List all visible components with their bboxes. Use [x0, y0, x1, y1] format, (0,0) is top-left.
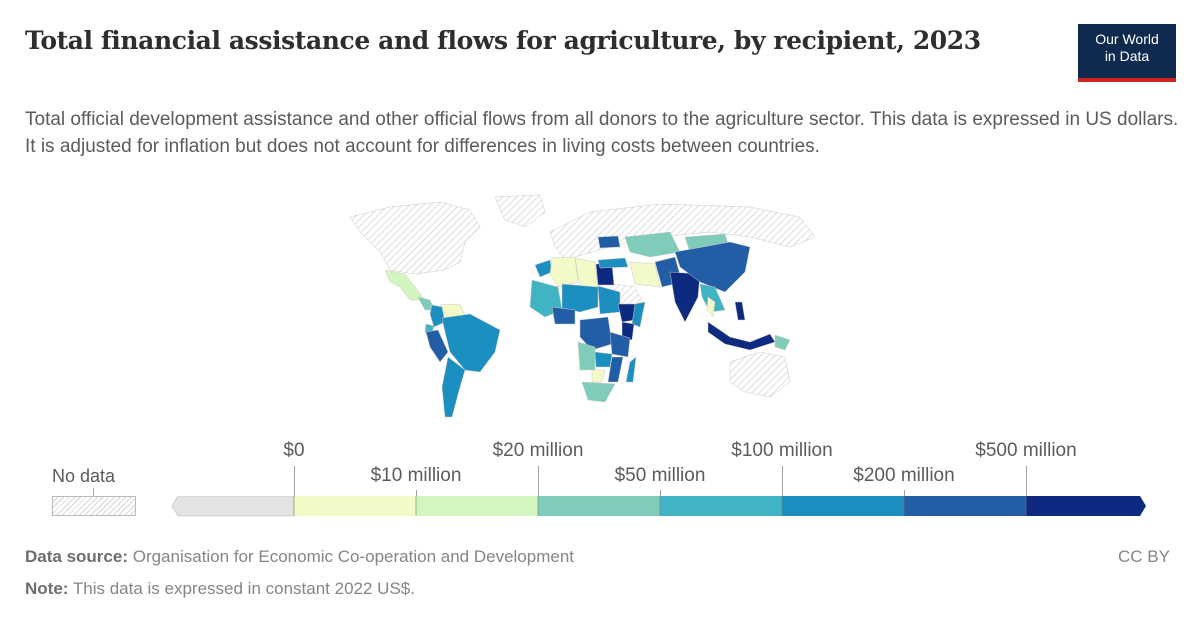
- region-algeria: [549, 256, 579, 288]
- region-libya: [574, 257, 599, 288]
- region-south-africa: [581, 381, 616, 403]
- legend-label-50m: $50 million: [614, 465, 706, 486]
- source-text[interactable]: Organisation for Economic Co-operation a…: [132, 547, 575, 566]
- region-australia: [729, 351, 791, 398]
- region-mozambique: [607, 356, 624, 383]
- region-india: [669, 271, 701, 323]
- tick-100m: [782, 466, 783, 496]
- region-drc: [579, 316, 613, 351]
- region-nigeria: [551, 306, 576, 325]
- tick-10m: [416, 490, 417, 496]
- legend-label-100m: $100 million: [731, 440, 833, 461]
- region-mexico: [384, 269, 426, 301]
- region-tanzania: [609, 331, 631, 358]
- region-peru: [425, 329, 449, 363]
- region-indonesia: [707, 321, 776, 351]
- region-southeast-asia: [699, 283, 726, 313]
- region-argentina: [441, 356, 466, 418]
- region-kazakhstan: [624, 231, 681, 258]
- region-greenland: [494, 194, 546, 228]
- source-label: Data source:: [25, 547, 128, 566]
- no-data-label: No data: [52, 466, 116, 486]
- region-philippines: [734, 301, 746, 321]
- region-angola: [577, 341, 596, 371]
- chart-title: Total financial assistance and flows for…: [25, 26, 981, 55]
- owid-logo[interactable]: Our World in Data: [1078, 24, 1176, 82]
- tick-200m: [904, 490, 905, 496]
- world-choropleth-map[interactable]: [330, 192, 850, 432]
- tick-500m: [1026, 466, 1027, 496]
- region-ethiopia: [617, 303, 636, 323]
- region-kenya: [621, 321, 635, 341]
- legend-label-500m: $500 million: [975, 440, 1077, 461]
- legend-label-200m: $200 million: [853, 465, 955, 486]
- note-text: This data is expressed in constant 2022 …: [72, 579, 415, 598]
- logo-line-2: in Data: [1104, 48, 1150, 64]
- logo-line-1: Our World: [1095, 31, 1159, 47]
- region-niger-chad: [561, 283, 599, 313]
- map-legend: No data $0 $10 million $20 million $50 m…: [0, 430, 1200, 530]
- region-madagascar: [625, 356, 637, 383]
- region-china: [674, 241, 751, 293]
- region-turkey: [597, 257, 629, 269]
- region-ukraine: [597, 235, 621, 249]
- no-data-tick: [93, 488, 94, 496]
- legend-label-0: $0: [283, 440, 305, 461]
- legend-label-10m: $10 million: [370, 465, 462, 486]
- region-iran: [629, 261, 661, 288]
- note: Note: This data is expressed in constant…: [25, 579, 415, 599]
- note-label: Note:: [25, 579, 69, 598]
- region-brazil: [441, 313, 501, 373]
- color-scale-bar[interactable]: [170, 496, 1155, 518]
- tick-0: [294, 466, 295, 496]
- region-colombia: [429, 304, 446, 328]
- region-morocco: [534, 259, 553, 278]
- no-data-swatch[interactable]: [52, 496, 136, 516]
- tick-20m: [538, 466, 539, 496]
- legend-label-20m: $20 million: [492, 440, 584, 461]
- license-link[interactable]: CC BY: [1118, 547, 1170, 566]
- data-source: Data source: Organisation for Economic C…: [25, 547, 574, 567]
- tick-50m: [660, 490, 661, 496]
- region-botswana: [591, 369, 606, 383]
- chart-subtitle: Total official development assistance an…: [25, 109, 1179, 157]
- region-thailand: [706, 296, 716, 318]
- region-zambia: [594, 351, 613, 368]
- region-somalia: [631, 301, 646, 328]
- region-png: [774, 334, 791, 351]
- region-north-america: [349, 201, 481, 275]
